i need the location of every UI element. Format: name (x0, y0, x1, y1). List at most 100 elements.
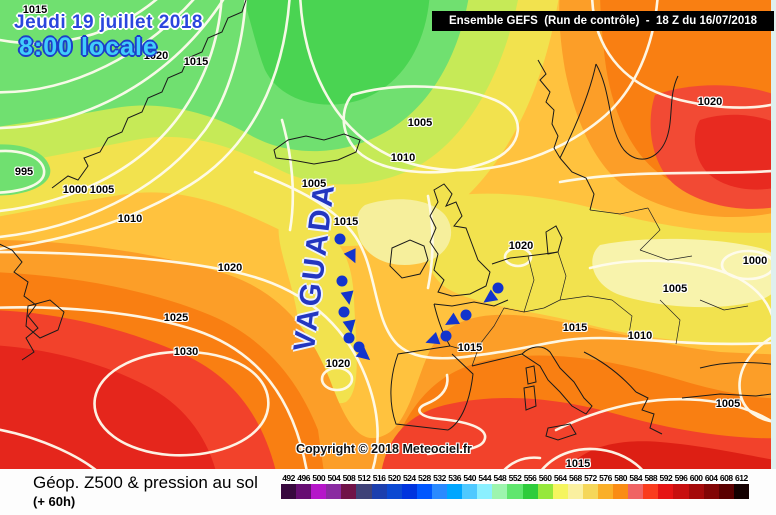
geopotential-map: 1015 1020 1015 995 1000 1005 1010 1005 1010 1005 1… (0, 0, 776, 470)
coastlines (0, 0, 776, 441)
scale-tick-label: 512 (357, 473, 371, 483)
scale-color-cell (688, 484, 704, 499)
scale-color-cell (552, 484, 568, 499)
scale-tick-label: 500 (312, 473, 326, 483)
trough-dot-marker (336, 275, 348, 287)
scale-tick-label: 604 (704, 473, 718, 483)
trough-arrow-marker (340, 290, 354, 305)
scale-tick-label: 568 (568, 473, 582, 483)
trough-axis-markers (334, 233, 504, 361)
scale-color-cell (673, 484, 689, 499)
scale-color-cell (281, 484, 297, 499)
trough-arrow-marker (355, 346, 371, 361)
legend-title: Géop. Z500 & pression au sol (33, 473, 258, 492)
scale-color-cell (643, 484, 659, 499)
scale-color-cell (522, 484, 538, 499)
scale-tick-label: 532 (433, 473, 446, 483)
pressure-label: 1015 (22, 4, 48, 16)
legend-bar: Géop. Z500 & pression au sol (+ 60h) 492… (0, 469, 776, 515)
trough-arrow-marker (445, 312, 461, 325)
scale-tick-label: 588 (644, 473, 658, 483)
pressure-label: 1015 (562, 322, 588, 334)
scale-tick-label: 496 (297, 473, 310, 483)
scale-color-cell (733, 484, 749, 499)
scale-color-cell (311, 484, 327, 499)
scale-tick-label: 504 (327, 473, 341, 483)
scale-color-cell (386, 484, 402, 499)
pressure-label: 1010 (627, 330, 653, 342)
pressure-label: 1020 (143, 50, 169, 62)
pressure-label: 1020 (217, 262, 243, 274)
scale-color-cell (447, 484, 463, 499)
pressure-label: 1005 (715, 398, 741, 410)
scale-tick-label: 556 (523, 473, 537, 483)
scale-tick-label: 548 (493, 473, 507, 483)
geopotential-color-field (0, 0, 776, 470)
scale-color-cell (567, 484, 583, 499)
scale-tick-label: 544 (478, 473, 492, 483)
trough-dot-marker (334, 233, 346, 245)
scale-tick-label: 580 (614, 473, 627, 483)
pressure-label: 1015 (183, 56, 209, 68)
pressure-label: 1005 (662, 283, 688, 295)
pressure-label: 1015 (457, 342, 483, 354)
pressure-label: 1010 (117, 213, 143, 225)
scale-tick-label: 564 (553, 473, 567, 483)
pressure-label: 1005 (89, 184, 115, 196)
scale-tick-label: 524 (402, 473, 416, 483)
country-borders (449, 207, 749, 367)
pressure-label: 1020 (325, 358, 351, 370)
pressure-label: 1015 (565, 458, 591, 470)
scale-color-cell (703, 484, 719, 499)
scale-tick-label: 528 (418, 473, 431, 483)
trough-dot-marker (440, 330, 452, 342)
map-right-edge (771, 0, 776, 470)
scale-color-cell (628, 484, 644, 499)
scale-tick-label: 600 (689, 473, 703, 483)
scale-color-cell (718, 484, 734, 499)
trough-dot-marker (338, 306, 350, 318)
forecast-local-time: 8:00 locale (19, 33, 158, 61)
pressure-label: 1030 (173, 346, 199, 358)
scale-color-cell (597, 484, 614, 499)
pressure-label: 1010 (390, 152, 416, 164)
scale-tick-label: 584 (629, 473, 643, 483)
scale-color-cell (401, 484, 417, 499)
scale-tick-label: 592 (659, 473, 673, 483)
scale-tick-label: 492 (282, 473, 295, 483)
scale-tick-label: 540 (463, 473, 477, 483)
scale-color-cell (416, 484, 432, 499)
scale-tick-label: 576 (599, 473, 612, 483)
scale-tick-label: 536 (448, 473, 461, 483)
scale-color-cell (371, 484, 387, 499)
isobar-contours (0, 0, 776, 470)
scale-tick-label: 608 (719, 473, 733, 483)
model-run-banner: Ensemble GEFS (Run de contrôle) - 18 Z d… (432, 11, 774, 31)
scale-color-cell (613, 484, 629, 499)
scale-color-cell (492, 484, 508, 499)
copyright-notice: Copyright © 2018 Meteociel.fr (296, 442, 472, 456)
scale-tick-label: 596 (674, 473, 688, 483)
scale-tick-label: 520 (387, 473, 401, 483)
scale-color-cell (341, 484, 357, 499)
scale-color-cell (296, 484, 312, 499)
pressure-label: 1020 (697, 96, 723, 108)
pressure-label: 1005 (301, 178, 327, 190)
trough-arrow-marker (483, 289, 499, 303)
scale-color-cell (507, 484, 523, 499)
pressure-label: 1005 (407, 117, 433, 129)
scale-tick-label: 560 (538, 473, 552, 483)
pressure-label: 1025 (163, 312, 189, 324)
pressure-label: 1000 (62, 184, 88, 196)
map-canvas (0, 0, 776, 470)
scale-tick-label: 612 (735, 473, 748, 483)
trough-arrow-marker (342, 319, 356, 334)
forecast-date: Jeudi 19 juillet 2018 (14, 12, 203, 33)
pressure-label: 1015 (333, 216, 359, 228)
scale-color-cell (658, 484, 674, 499)
scale-color-cell (326, 484, 342, 499)
legend-forecast-hour: (+ 60h) (33, 494, 76, 509)
scale-tick-label: 516 (372, 473, 386, 483)
color-scale: 492 496 500 504 508 512 516 520 524 528 532 536 540 5… (281, 473, 751, 499)
color-scale-swatches (281, 484, 751, 499)
